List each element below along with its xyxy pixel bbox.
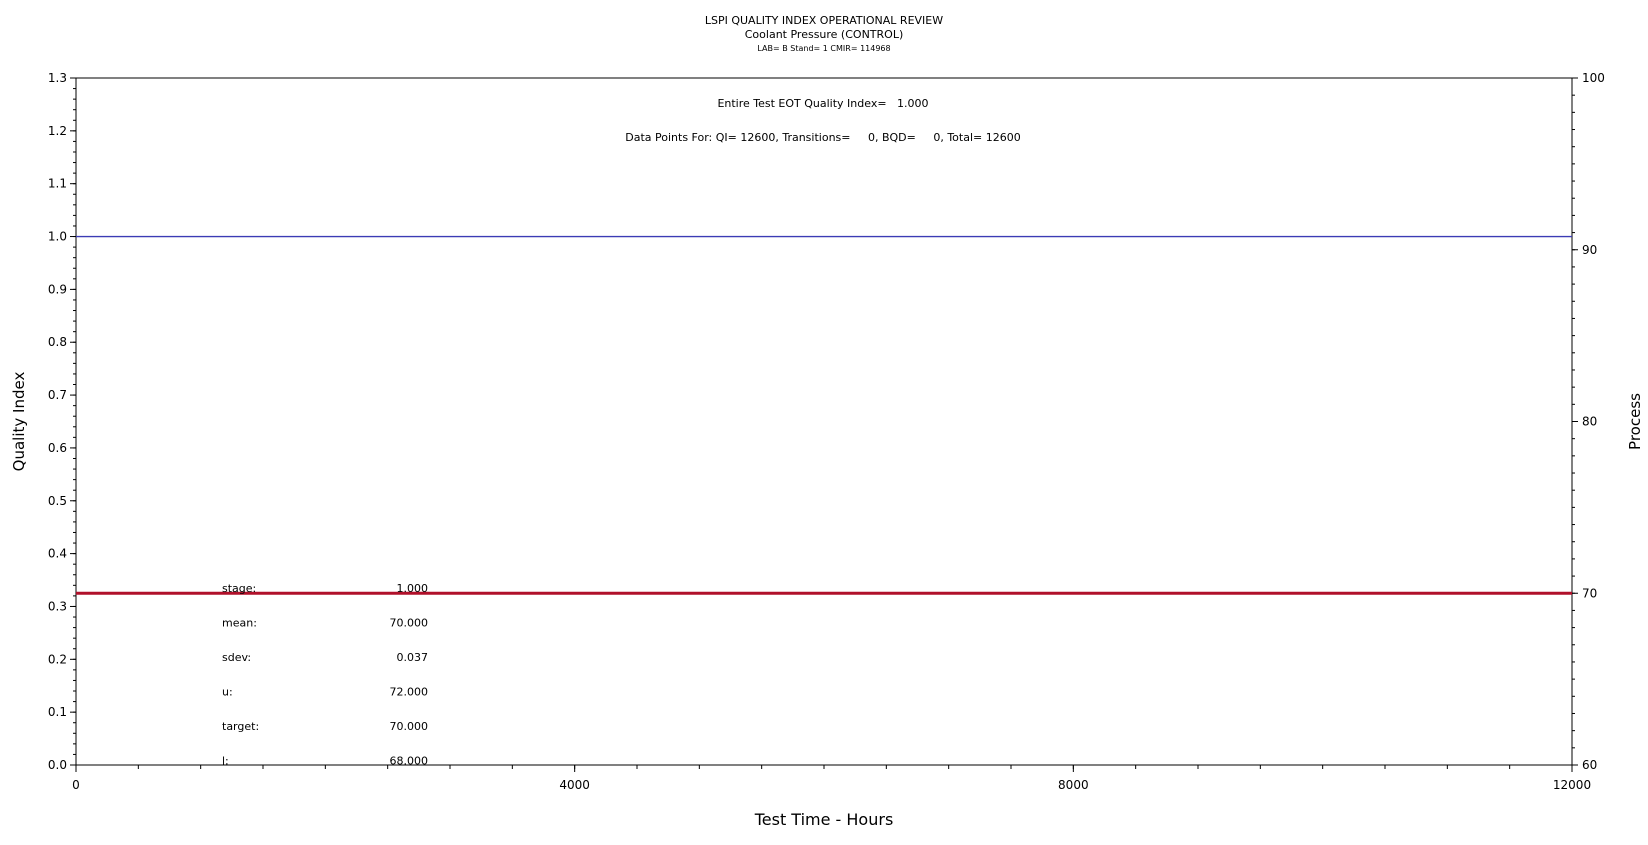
x-tick-label: 4000 <box>559 778 590 792</box>
y-tick-label: 0.2 <box>48 652 67 666</box>
stat-label: mean: <box>222 617 257 630</box>
y2-tick-label: 100 <box>1582 71 1605 85</box>
stat-label: u: <box>222 686 233 699</box>
series-layer <box>76 235 1572 595</box>
y-tick-label: 0.0 <box>48 758 67 772</box>
stat-label: stage: <box>222 582 256 595</box>
stat-value: 68.000 <box>390 755 429 768</box>
y-tick-label: 1.1 <box>48 177 67 191</box>
x-tick-label: 0 <box>72 778 80 792</box>
data-points-annotation: Data Points For: QI= 12600, Transitions=… <box>625 131 1020 144</box>
y-tick-label: 0.5 <box>48 494 67 508</box>
y2-tick-label: 90 <box>1582 243 1597 257</box>
y-tick-label: 0.1 <box>48 705 67 719</box>
y2-axis-label: Process <box>1626 393 1644 450</box>
chart-title: LSPI QUALITY INDEX OPERATIONAL REVIEW <box>704 14 944 27</box>
chart-subtitle-lab: LAB= B Stand= 1 CMIR= 114968 <box>757 44 891 53</box>
y-tick-label: 0.8 <box>48 335 67 349</box>
stat-value: 1.000 <box>397 582 429 595</box>
stat-value: 72.000 <box>390 686 429 699</box>
plot-frame <box>75 77 1573 766</box>
stat-value: 0.037 <box>397 651 429 664</box>
y-tick-label: 0.6 <box>48 441 67 455</box>
stat-label: sdev: <box>222 651 251 664</box>
x-axis-label: Test Time - Hours <box>754 810 894 829</box>
y-tick-label: 0.7 <box>48 388 67 402</box>
stats-table: stage: 1.000 mean: 70.000 sdev: 0.037 u: 72.000… <box>222 582 428 768</box>
y-axis-label: Quality Index <box>10 372 28 472</box>
axes: 0.0 0.1 0.2 0.3 0.4 0.5 0.6 0.7 0.8 0.9 1.0 1.1 1.2 1… <box>10 71 1644 829</box>
y-tick-label: 1.0 <box>48 230 67 244</box>
chart-title-block: LSPI QUALITY INDEX OPERATIONAL REVIEW Co… <box>0 14 1648 56</box>
y-tick-label: 0.4 <box>48 547 67 561</box>
x-tick-label: 12000 <box>1553 778 1591 792</box>
y-tick-label: 0.3 <box>48 599 67 613</box>
x-tick-label: 8000 <box>1058 778 1089 792</box>
y-tick-label: 1.3 <box>48 71 67 85</box>
y2-tick-label: 80 <box>1582 415 1597 429</box>
stat-value: 70.000 <box>390 617 429 630</box>
y2-tick-label: 60 <box>1582 758 1597 772</box>
y-tick-label: 1.2 <box>48 124 67 138</box>
stat-label: l: <box>222 755 229 768</box>
eot-quality-index-annotation: Entire Test EOT Quality Index= 1.000 <box>717 97 928 110</box>
chart-subtitle: Coolant Pressure (CONTROL) <box>744 28 904 41</box>
y2-tick-label: 70 <box>1582 586 1597 600</box>
stat-value: 70.000 <box>390 720 429 733</box>
stat-label: target: <box>222 720 259 733</box>
y-tick-label: 0.9 <box>48 282 67 296</box>
